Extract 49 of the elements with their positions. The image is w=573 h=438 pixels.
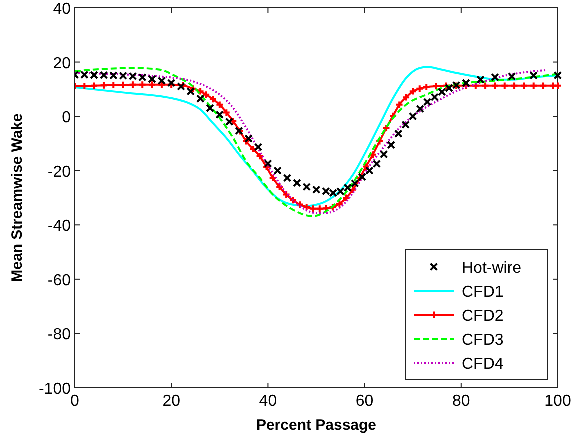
legend-label: Hot-wire xyxy=(462,260,522,277)
point xyxy=(358,172,367,182)
y-tick-label: -100 xyxy=(38,381,72,398)
point xyxy=(387,140,396,150)
legend-label: CFD1 xyxy=(462,284,504,301)
point xyxy=(416,104,425,114)
x-axis-title: Percent Passage xyxy=(256,417,377,434)
y-tick-label: -40 xyxy=(48,218,72,236)
legend-label: CFD3 xyxy=(462,332,504,349)
point xyxy=(292,178,302,188)
point xyxy=(554,71,562,80)
point xyxy=(186,87,196,96)
y-axis-title: Mean Streamwise Wake xyxy=(9,114,26,282)
y-tick-label: -60 xyxy=(48,272,72,290)
point xyxy=(283,174,292,182)
point xyxy=(350,179,360,188)
point xyxy=(372,160,382,168)
point xyxy=(196,94,205,104)
legend-label: CFD2 xyxy=(462,308,504,325)
point xyxy=(508,72,516,81)
point xyxy=(476,76,485,84)
x-tick-label: 80 xyxy=(452,393,470,410)
y-tick-label: 20 xyxy=(53,55,72,72)
y-tick-label: -80 xyxy=(48,326,72,344)
point xyxy=(302,182,312,192)
x-tick-label: 60 xyxy=(356,393,374,410)
point xyxy=(380,150,388,159)
x-tick-label: 100 xyxy=(544,393,572,410)
point xyxy=(264,160,272,168)
point xyxy=(274,166,282,176)
legend-label: CFD4 xyxy=(462,356,504,373)
y-tick-label: -20 xyxy=(48,164,72,181)
point xyxy=(491,73,500,82)
point xyxy=(530,71,538,80)
x-tick-label: 40 xyxy=(259,393,278,410)
y-tick-label: 40 xyxy=(53,1,72,18)
point xyxy=(430,93,440,102)
point xyxy=(402,120,410,130)
point xyxy=(206,104,214,113)
point xyxy=(408,112,418,121)
point xyxy=(244,134,254,144)
point xyxy=(216,110,224,120)
y-tick-label: 0 xyxy=(62,110,72,127)
point xyxy=(225,118,234,126)
point xyxy=(423,98,432,106)
x-tick-label: 20 xyxy=(162,393,181,410)
point xyxy=(365,166,374,176)
point xyxy=(254,143,263,152)
point xyxy=(394,130,403,138)
